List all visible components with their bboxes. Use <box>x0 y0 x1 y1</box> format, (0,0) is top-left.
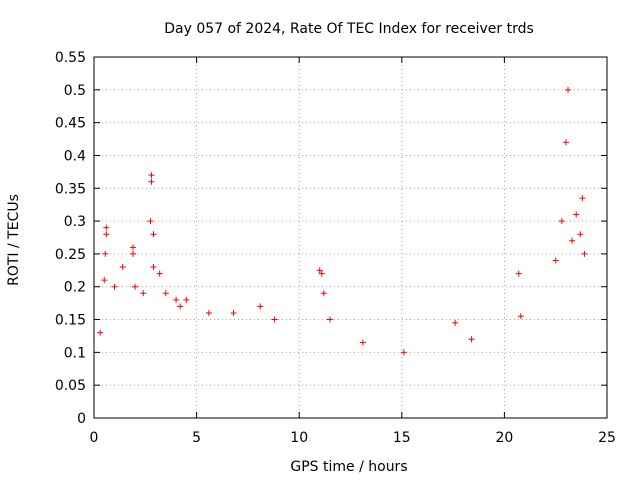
data-point <box>577 231 584 238</box>
x-tick-label: 20 <box>495 430 513 446</box>
data-point <box>205 309 212 316</box>
data-point <box>326 316 333 323</box>
y-tick-label: 0.05 <box>55 378 86 394</box>
x-tick-label: 15 <box>393 430 411 446</box>
x-tick-labels: 0 5 10 15 20 25 <box>90 430 616 446</box>
x-tick-label: 0 <box>90 430 99 446</box>
data-point <box>101 277 108 284</box>
y-tick-label: 0 <box>77 411 86 427</box>
y-axis-label: ROTI / TECUs <box>6 194 22 286</box>
data-point <box>103 224 110 231</box>
data-point <box>565 86 572 93</box>
chart-title: Day 057 of 2024, Rate Of TEC Index for r… <box>164 21 534 37</box>
data-point <box>579 195 586 202</box>
data-point <box>271 316 278 323</box>
data-point <box>257 303 264 310</box>
data-point <box>173 296 180 303</box>
data-point <box>140 290 147 297</box>
data-point <box>156 270 163 277</box>
axis-ticks <box>93 56 608 419</box>
x-tick-label: 10 <box>290 430 308 446</box>
y-tick-label: 0.15 <box>55 313 86 329</box>
data-point <box>517 313 524 320</box>
y-tick-label: 0.1 <box>64 345 86 361</box>
data-point <box>129 244 136 251</box>
data-point <box>97 329 104 336</box>
x-tick-label: 5 <box>192 430 201 446</box>
y-tick-label: 0.4 <box>64 148 86 164</box>
data-point <box>562 139 569 146</box>
data-point <box>552 257 559 264</box>
y-tick-label: 0.25 <box>55 247 86 263</box>
data-point <box>230 309 237 316</box>
data-point <box>162 290 169 297</box>
data-point <box>129 250 136 257</box>
data-point <box>102 250 109 257</box>
data-point <box>400 349 407 356</box>
data-point <box>468 336 475 343</box>
y-tick-label: 0.5 <box>64 83 86 99</box>
y-tick-label: 0.3 <box>64 214 86 230</box>
data-point <box>558 218 565 225</box>
data-point <box>581 250 588 257</box>
y-tick-label: 0.2 <box>64 280 86 296</box>
y-tick-label: 0.45 <box>55 116 86 132</box>
x-tick-label: 25 <box>598 430 616 446</box>
y-tick-label: 0.35 <box>55 181 86 197</box>
grid-lines <box>94 57 607 418</box>
data-point <box>573 211 580 218</box>
x-axis-label: GPS time / hours <box>290 459 407 475</box>
data-point <box>318 270 325 277</box>
data-point <box>111 283 118 290</box>
data-point <box>119 264 126 271</box>
data-points <box>97 86 588 356</box>
data-point <box>150 264 157 271</box>
data-point <box>515 270 522 277</box>
y-tick-label: 0.55 <box>55 50 86 66</box>
data-point <box>569 237 576 244</box>
y-tick-labels: 0 0.05 0.1 0.15 0.2 0.25 0.3 0.35 0.4 0.45 0.5 0.55 <box>55 50 86 427</box>
data-point <box>177 303 184 310</box>
data-point <box>183 296 190 303</box>
plot-frame <box>93 56 608 419</box>
data-point <box>147 218 154 225</box>
data-point <box>103 231 110 238</box>
data-point <box>452 319 459 326</box>
data-point <box>132 283 139 290</box>
data-point <box>316 267 323 274</box>
data-point <box>150 231 157 238</box>
data-point <box>148 172 155 179</box>
data-point <box>148 178 155 185</box>
data-point <box>359 339 366 346</box>
data-point <box>320 290 327 297</box>
